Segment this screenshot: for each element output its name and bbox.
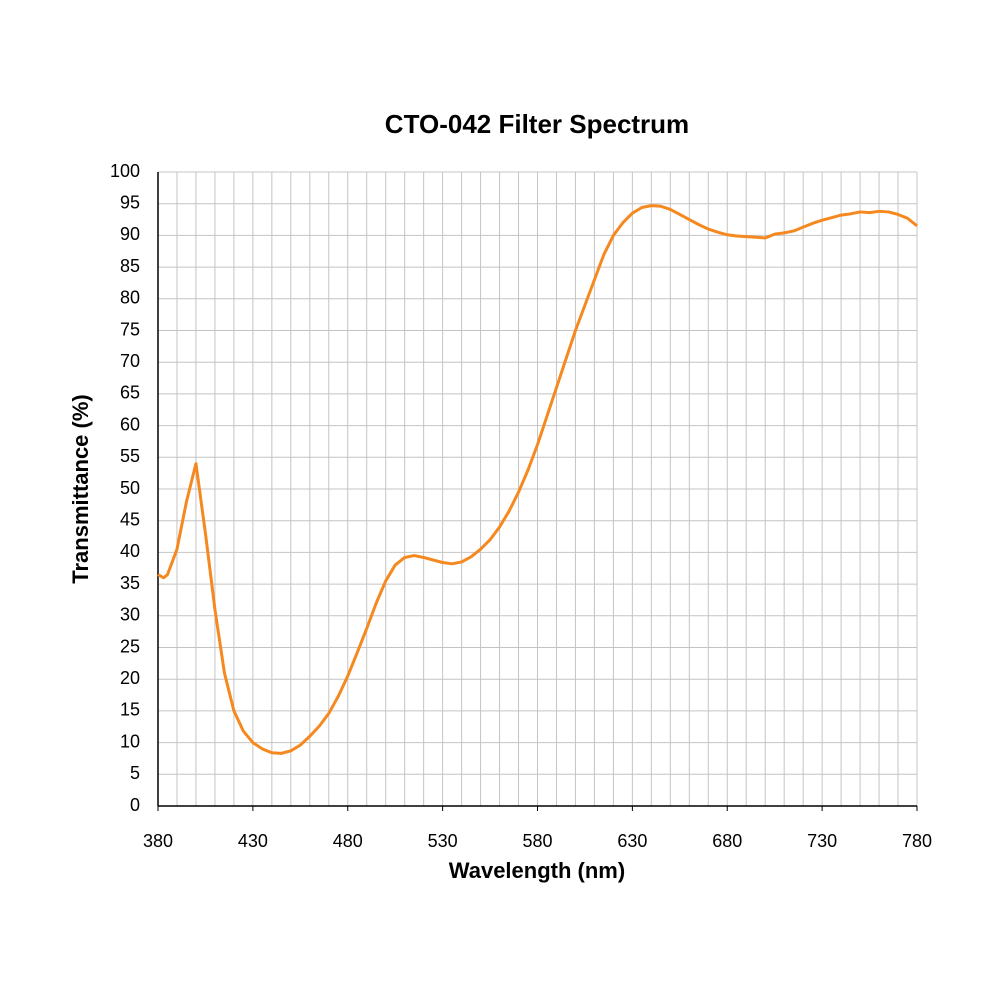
- y-tick-label: 15: [120, 700, 140, 720]
- y-tick-label: 100: [110, 161, 140, 181]
- y-tick-label: 95: [120, 192, 140, 212]
- y-tick-label: 30: [120, 605, 140, 625]
- x-axis-label: Wavelength (nm): [449, 858, 625, 883]
- x-tick-label: 430: [238, 831, 268, 851]
- data-line: [157, 204, 918, 755]
- y-tick-label: 50: [120, 478, 140, 498]
- y-axis-label: Transmittance (%): [68, 394, 93, 584]
- y-tick-label: 40: [120, 541, 140, 561]
- y-tick-label: 35: [120, 573, 140, 593]
- y-tick-label: 60: [120, 414, 140, 434]
- y-tick-label: 75: [120, 319, 140, 339]
- x-tick-label: 480: [333, 831, 363, 851]
- y-tick-label: 0: [130, 795, 140, 815]
- x-tick-label: 630: [617, 831, 647, 851]
- y-tick-label: 25: [120, 636, 140, 656]
- x-tick-label: 580: [522, 831, 552, 851]
- grid: [157, 171, 918, 807]
- y-tick-label: 5: [130, 763, 140, 783]
- y-tick-label: 70: [120, 351, 140, 371]
- y-tick-label: 85: [120, 256, 140, 276]
- x-tick-label: 380: [143, 831, 173, 851]
- chart-title: CTO-042 Filter Spectrum: [385, 109, 689, 139]
- y-tick-label: 90: [120, 224, 140, 244]
- y-tick-label: 20: [120, 668, 140, 688]
- x-tick-label: 730: [807, 831, 837, 851]
- x-tick-label: 780: [902, 831, 932, 851]
- y-tick-label: 65: [120, 383, 140, 403]
- y-tick-label: 80: [120, 288, 140, 308]
- x-tick-label: 530: [428, 831, 458, 851]
- y-tick-label: 55: [120, 446, 140, 466]
- x-tick-label: 680: [712, 831, 742, 851]
- y-tick-label: 10: [120, 731, 140, 751]
- y-tick-label: 45: [120, 509, 140, 529]
